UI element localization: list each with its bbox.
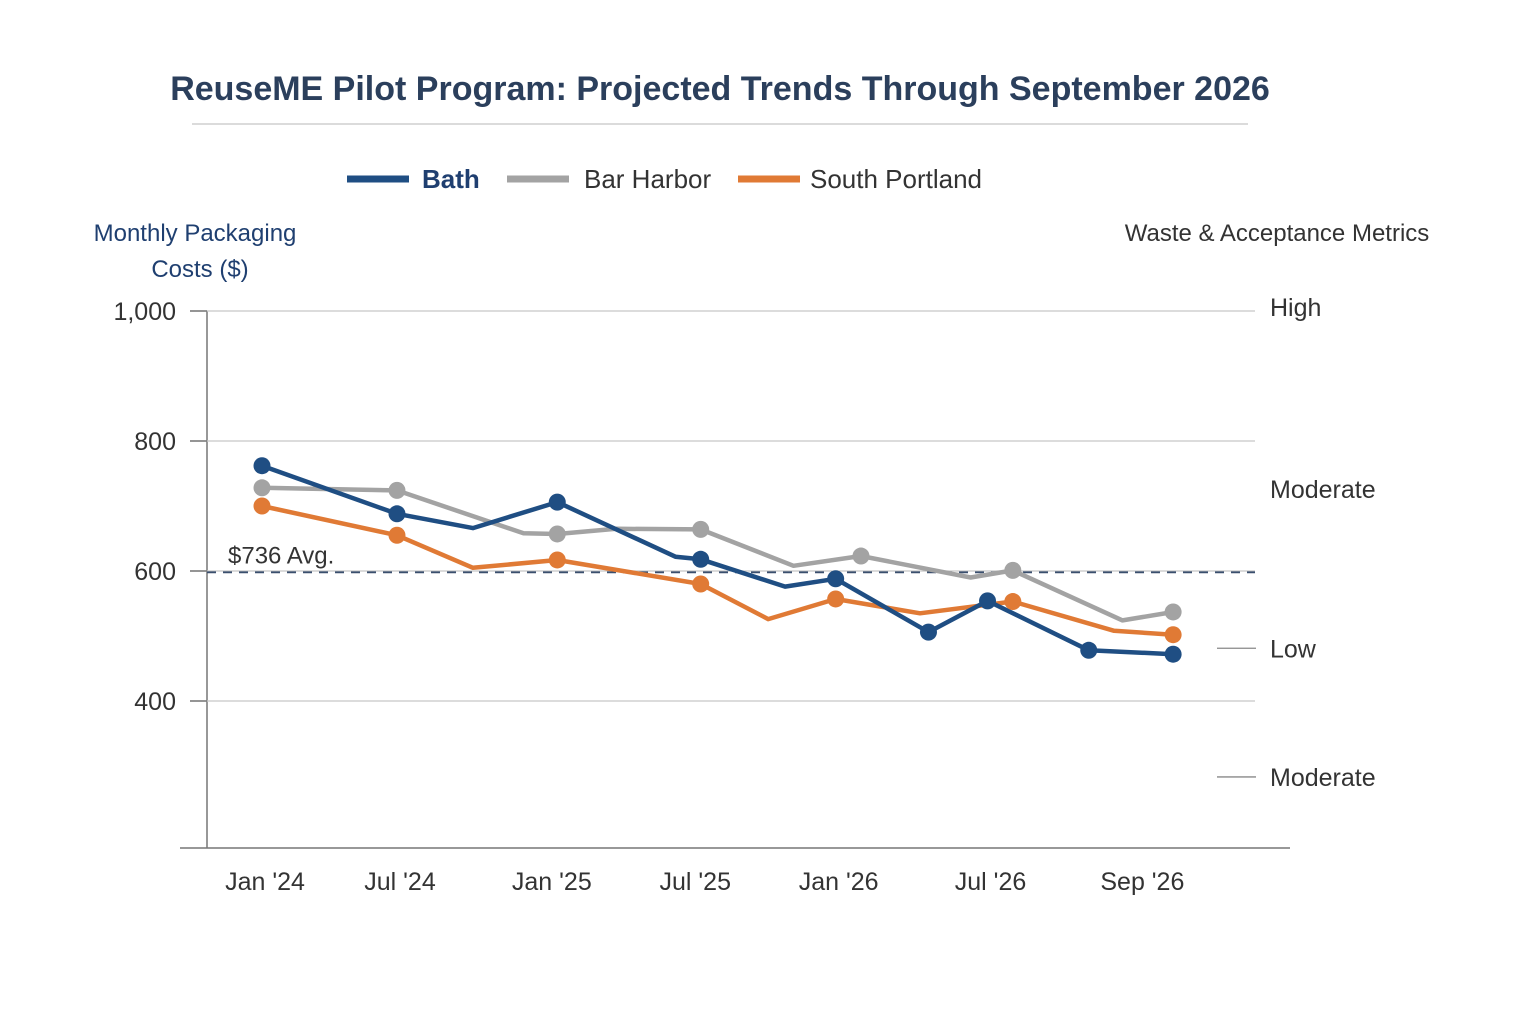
right-axis-label: Moderate	[1270, 764, 1376, 792]
data-point-bath	[919, 623, 937, 641]
x-tick-label: Jul '24	[364, 868, 436, 896]
data-point-bar-harbor	[388, 481, 406, 499]
data-point-south-portland	[388, 526, 406, 544]
x-tick-label: Jul '26	[955, 868, 1026, 896]
x-tick-label: Sep '26	[1100, 868, 1184, 896]
data-point-south-portland	[253, 497, 271, 515]
data-point-bath	[548, 493, 566, 511]
data-point-bar-harbor	[852, 547, 870, 565]
y-tick-label: 600	[134, 558, 176, 586]
x-tick-label: Jan '25	[512, 868, 592, 896]
data-point-south-portland	[692, 575, 710, 593]
data-point-bath	[827, 570, 845, 588]
y-axis-title-line2: Costs ($)	[151, 256, 248, 283]
data-point-bath	[1080, 641, 1098, 659]
series-line-bath	[259, 463, 1176, 657]
data-point-south-portland	[827, 590, 845, 608]
legend: Bath Bar Harbor South Portland	[347, 164, 982, 194]
right-axis-title: Waste & Acceptance Metrics	[1125, 220, 1430, 247]
y-tick-label: 800	[134, 428, 176, 456]
data-point-bar-harbor	[548, 525, 566, 543]
data-point-bath	[692, 550, 710, 568]
data-point-bath	[253, 457, 271, 475]
average-line-label: $736 Avg.	[228, 542, 334, 569]
x-tick-label: Jan '24	[225, 868, 305, 896]
y-tick-label: 1,000	[113, 298, 176, 326]
series-line-bar-harbor	[259, 485, 1176, 623]
legend-label-bar-harbor: Bar Harbor	[584, 164, 711, 194]
data-point-bath	[979, 592, 997, 610]
data-point-south-portland	[1164, 626, 1182, 644]
average-line-group: $736 Avg.	[207, 542, 1255, 574]
series-line-south-portland	[259, 503, 1176, 637]
y-ticks: 1,000 800 600 400	[113, 298, 207, 716]
data-point-south-portland	[1004, 593, 1022, 611]
data-point-bath	[388, 505, 406, 523]
series	[253, 457, 1182, 663]
y-axis-title-line1: Monthly Packaging	[94, 220, 297, 247]
data-point-bath	[1164, 645, 1182, 663]
gridlines	[190, 310, 1255, 702]
right-axis-label: High	[1270, 294, 1321, 322]
data-point-bar-harbor	[1004, 561, 1022, 579]
legend-label-south-portland: South Portland	[810, 164, 982, 194]
chart-title: ReuseME Pilot Program: Projected Trends …	[170, 70, 1270, 108]
y-tick-label: 400	[134, 688, 176, 716]
right-axis-label: Moderate	[1270, 476, 1376, 504]
legend-label-bath: Bath	[422, 164, 480, 194]
x-tick-label: Jul '25	[660, 868, 731, 896]
data-point-south-portland	[548, 551, 566, 569]
data-point-bar-harbor	[692, 520, 710, 538]
right-axis: High Moderate Low Moderate	[1217, 294, 1376, 792]
x-ticks: Jan '24 Jul '24 Jan '25 Jul '25 Jan '26 Jul '…	[225, 868, 1184, 896]
data-point-bar-harbor	[253, 479, 271, 497]
x-tick-label: Jan '26	[799, 868, 879, 896]
data-point-bar-harbor	[1164, 603, 1182, 621]
right-axis-label: Low	[1270, 635, 1317, 663]
